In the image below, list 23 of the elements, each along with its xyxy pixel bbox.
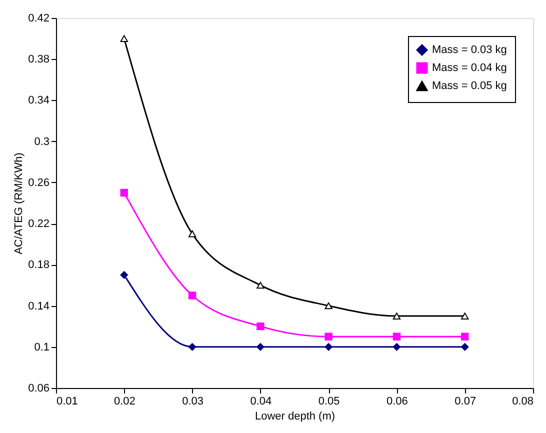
x-tick-label: 0.05 (318, 396, 340, 408)
y-tick-label: 0.06 (28, 382, 50, 394)
y-tick-label: 0.22 (28, 218, 50, 230)
y-tick-label: 0.26 (28, 176, 50, 189)
x-tick-label: 0.01 (56, 396, 78, 408)
x-tick-label: 0.03 (182, 396, 204, 408)
y-tick-label: 0.3 (34, 136, 50, 148)
y-tick-label: 0.34 (28, 94, 50, 107)
x-tick-label: 0.04 (250, 396, 272, 408)
y-axis-title: AC/ATEG (RM/KWh) (13, 152, 26, 254)
y-tick-label: 0.38 (28, 54, 50, 66)
x-axis-title: Lower depth (m) (254, 410, 336, 422)
legend-label: Mass = 0.04 kg (432, 62, 507, 74)
x-tick-label: 0.06 (386, 396, 408, 408)
y-tick-label: 0.1 (34, 341, 50, 354)
legend-label: Mass = 0.03 kg (432, 44, 507, 56)
y-tick-label: 0.18 (28, 259, 50, 272)
x-tick-label: 0.02 (114, 396, 136, 408)
y-tick-label: 0.14 (28, 300, 50, 312)
x-tick-label: 0.08 (512, 396, 534, 408)
legend-label: Mass = 0.05 kg (432, 80, 507, 92)
x-tick-label: 0.07 (454, 396, 476, 408)
y-tick-label: 0.42 (28, 12, 50, 24)
